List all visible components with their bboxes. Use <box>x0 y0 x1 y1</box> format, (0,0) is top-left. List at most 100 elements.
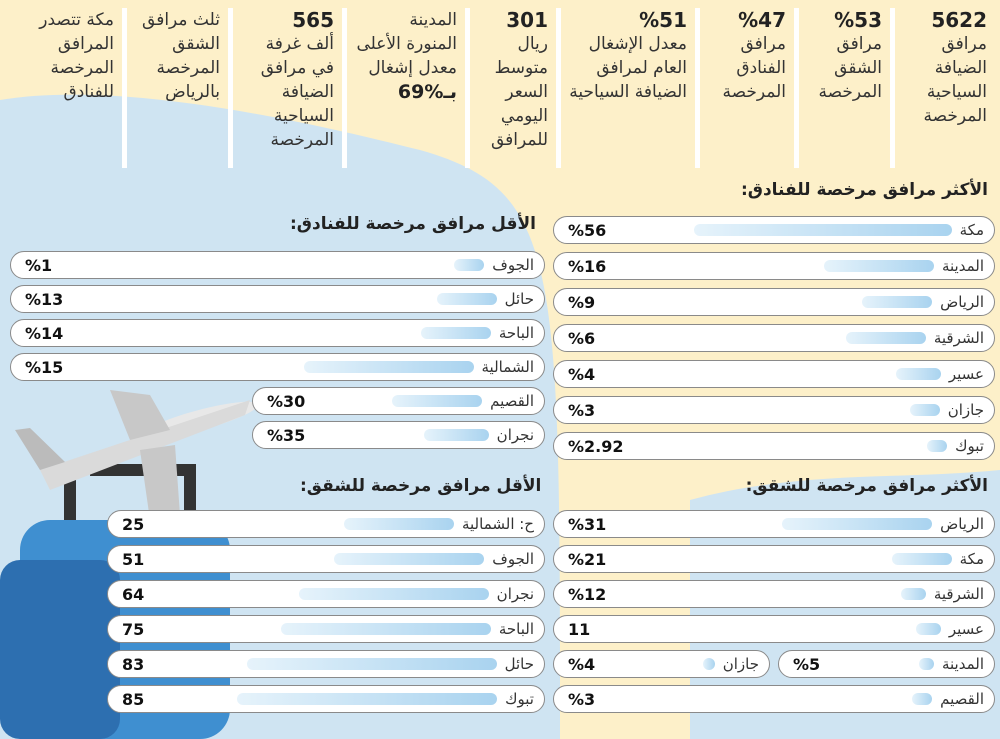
bar <box>782 518 933 530</box>
region-value: 64 <box>122 584 145 604</box>
region-name: ح: الشمالية <box>461 515 534 533</box>
data-row: مكة %21 <box>553 545 995 573</box>
stat-text: معدل الإشغال العام لمرافق الضيافة السياح… <box>569 34 687 102</box>
bar <box>693 224 952 236</box>
bar <box>343 518 454 530</box>
stat: %47 مرافق الفنادق المرخصة <box>695 8 794 168</box>
region-value: %3 <box>568 400 596 420</box>
bar <box>237 693 498 705</box>
bar <box>918 658 934 670</box>
stat-text: مرافق الشقق المرخصة <box>818 34 882 102</box>
region-value: %14 <box>25 323 64 343</box>
data-row: حائل %13 <box>10 285 545 313</box>
region-value: %12 <box>568 584 607 604</box>
stat: 5622 مرافق الضيافة السياحية المرخصة <box>890 8 995 168</box>
stat: مكة تتصدر المرافق المرخصة للفنادق <box>12 8 122 168</box>
region-name: القصيم <box>490 392 534 410</box>
bar <box>895 368 941 380</box>
region-name: حائل <box>504 290 534 308</box>
region-name: عسير <box>948 620 984 638</box>
region-name: الباحة <box>498 324 534 342</box>
region-name: الرياض <box>940 293 984 311</box>
stat-number: %47 <box>738 8 786 32</box>
data-row: تبوك 85 <box>107 685 545 713</box>
data-row: الشرقية %12 <box>553 580 995 608</box>
data-row: ح: الشمالية 25 <box>107 510 545 538</box>
region-name: الجوف <box>492 256 534 274</box>
region-value: %9 <box>568 292 596 312</box>
data-row: نجران 64 <box>107 580 545 608</box>
bar <box>436 293 497 305</box>
data-row: الشرقية %6 <box>553 324 995 352</box>
stat-number: %51 <box>639 8 687 32</box>
stat-text: ألف غرفة في مرافق الضيافة السياحية المرخ… <box>260 34 334 150</box>
data-row: القصيم %30 <box>252 387 545 415</box>
region-name: نجران <box>496 585 534 603</box>
bar <box>246 658 497 670</box>
bar <box>891 553 952 565</box>
section-title: الأقل مرافق مرخصة للفنادق: <box>290 214 536 234</box>
data-row: عسير 11 <box>553 615 995 643</box>
data-row: تبوك %2.92 <box>553 432 995 460</box>
region-name: تبوك <box>955 437 984 455</box>
stat: 301 ريال متوسط السعر اليومي للمرافق <box>465 8 556 168</box>
bar <box>420 327 491 339</box>
region-name: المدينة <box>941 655 984 673</box>
data-row: الجوف %1 <box>10 251 545 279</box>
stat: ثلث مرافق الشقق المرخصة بالرياض <box>122 8 228 168</box>
data-row: الرياض %9 <box>553 288 995 316</box>
region-name: جازان <box>722 655 759 673</box>
stat: المدينة المنورة الأعلى معدل إشغال بـ%69 <box>342 8 465 168</box>
stat-number: 301 <box>506 8 548 32</box>
region-name: المدينة <box>941 257 984 275</box>
region-value: %5 <box>793 654 821 674</box>
bar <box>900 588 926 600</box>
region-name: الرياض <box>940 515 984 533</box>
section-title: الأكثر مرافق مرخصة للفنادق: <box>740 180 988 200</box>
region-value: %35 <box>267 425 306 445</box>
bar <box>702 658 715 670</box>
bar <box>303 361 474 373</box>
region-value: %13 <box>25 289 64 309</box>
region-value: %4 <box>568 364 596 384</box>
stat-text: مرافق الضيافة السياحية المرخصة <box>923 34 987 126</box>
bar <box>280 623 491 635</box>
stat-number: %53 <box>834 8 882 32</box>
stat-text: مرافق الفنادق المرخصة <box>722 34 786 102</box>
region-value: %1 <box>25 255 53 275</box>
region-name: جازان <box>947 401 984 419</box>
data-row: المدينة %5 <box>778 650 995 678</box>
region-name: تبوك <box>505 690 534 708</box>
bar <box>454 259 485 271</box>
region-value: %21 <box>568 549 607 569</box>
data-row: الباحة %14 <box>10 319 545 347</box>
region-name: حائل <box>504 655 534 673</box>
stat: 565 ألف غرفة في مرافق الضيافة السياحية ال… <box>228 8 342 168</box>
bar <box>915 623 941 635</box>
bar <box>912 693 933 705</box>
bar <box>334 553 485 565</box>
data-row: الباحة 75 <box>107 615 545 643</box>
region-name: الباحة <box>498 620 534 638</box>
stat-number: 565 <box>292 8 334 32</box>
stat: %53 مرافق الشقق المرخصة <box>794 8 890 168</box>
bar <box>927 440 948 452</box>
bar <box>392 395 483 407</box>
region-value: %15 <box>25 357 64 377</box>
stat-text: مكة تتصدر المرافق المرخصة للفنادق <box>39 10 114 102</box>
region-value: 11 <box>568 619 591 639</box>
stat-text: المدينة المنورة الأعلى معدل إشغال <box>356 10 457 78</box>
region-name: عسير <box>948 365 984 383</box>
stats-row: 5622 مرافق الضيافة السياحية المرخصة %53 مرا… <box>12 8 995 168</box>
data-row: عسير %4 <box>553 360 995 388</box>
region-value: 25 <box>122 514 145 534</box>
region-name: الشمالية <box>481 358 535 376</box>
region-value: %6 <box>568 328 596 348</box>
data-row: جازان %4 <box>553 650 770 678</box>
region-value: %30 <box>267 391 306 411</box>
region-name: الشرقية <box>933 329 984 347</box>
data-row: جازان %3 <box>553 396 995 424</box>
stat-text: ريال متوسط السعر اليومي للمرافق <box>490 34 548 150</box>
region-name: الجوف <box>492 550 534 568</box>
region-value: 51 <box>122 549 145 569</box>
